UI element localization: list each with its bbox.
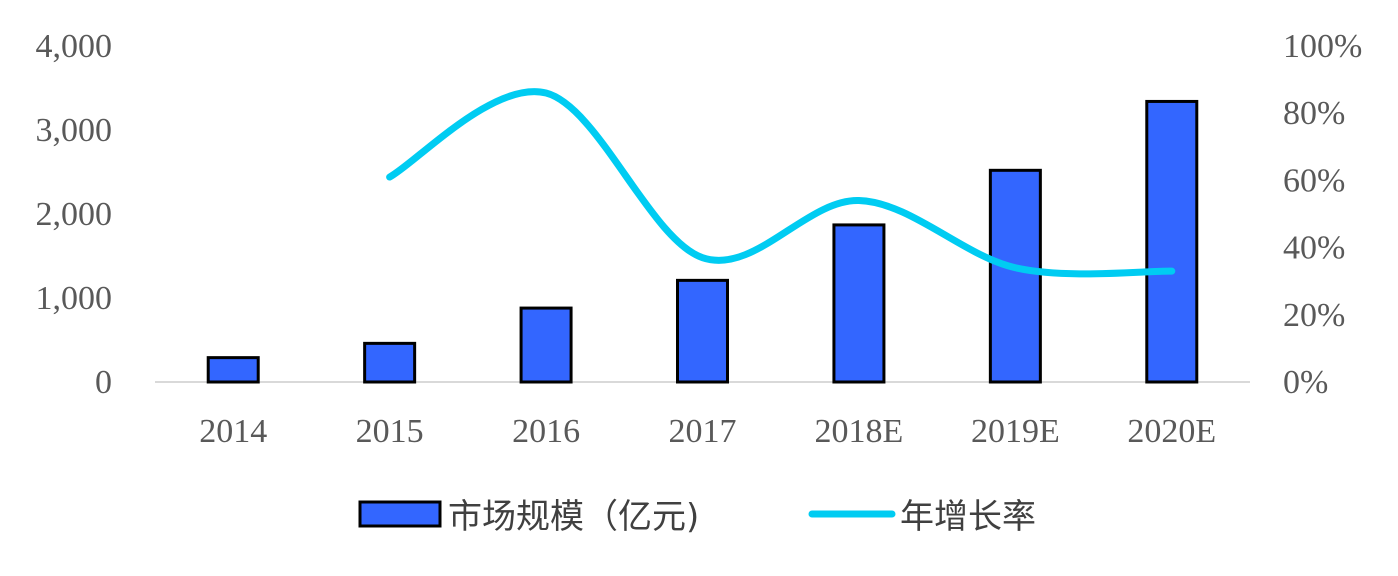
right-tick-label: 40% <box>1283 230 1345 267</box>
x-tick-label: 2017 <box>669 413 737 450</box>
left-tick-label: 1,000 <box>36 280 113 317</box>
x-tick-label: 2020E <box>1127 413 1216 450</box>
legend-bar-label: 市场规模（亿元) <box>448 497 699 537</box>
left-axis-ticks: 0 1,000 2,000 3,000 4,000 <box>36 28 113 401</box>
right-axis-ticks: 0% 20% 40% 60% 80% 100% <box>1283 28 1362 401</box>
bar-2020E <box>1145 99 1199 384</box>
legend: 市场规模（亿元) 年增长率 <box>358 497 1036 537</box>
x-axis-ticks: 2014 2015 2016 2017 2018E 2019E 2020E <box>199 413 1216 450</box>
x-tick-label: 2016 <box>512 413 580 450</box>
left-tick-label: 0 <box>95 364 112 401</box>
x-tick-label: 2014 <box>199 413 267 450</box>
growth-rate-line <box>386 88 1176 278</box>
bar-2016 <box>519 306 573 384</box>
bar-2019E <box>988 168 1042 384</box>
x-tick-label: 2019E <box>971 413 1060 450</box>
bars <box>206 99 1199 384</box>
right-tick-label: 80% <box>1283 95 1345 132</box>
bar-2015 <box>363 341 417 384</box>
left-tick-label: 3,000 <box>36 112 113 149</box>
legend-bar-swatch <box>358 500 442 528</box>
right-tick-label: 100% <box>1283 28 1362 65</box>
x-tick-label: 2015 <box>356 413 424 450</box>
left-tick-label: 2,000 <box>36 196 113 233</box>
bar-2017 <box>676 278 729 384</box>
right-tick-label: 0% <box>1283 364 1328 401</box>
legend-line-label: 年增长率 <box>900 497 1036 537</box>
bar-2018E <box>832 223 886 384</box>
right-tick-label: 60% <box>1283 162 1345 199</box>
right-tick-label: 20% <box>1283 297 1345 334</box>
left-tick-label: 4,000 <box>36 28 113 65</box>
x-tick-label: 2018E <box>815 413 904 450</box>
bar-2014 <box>206 356 260 384</box>
